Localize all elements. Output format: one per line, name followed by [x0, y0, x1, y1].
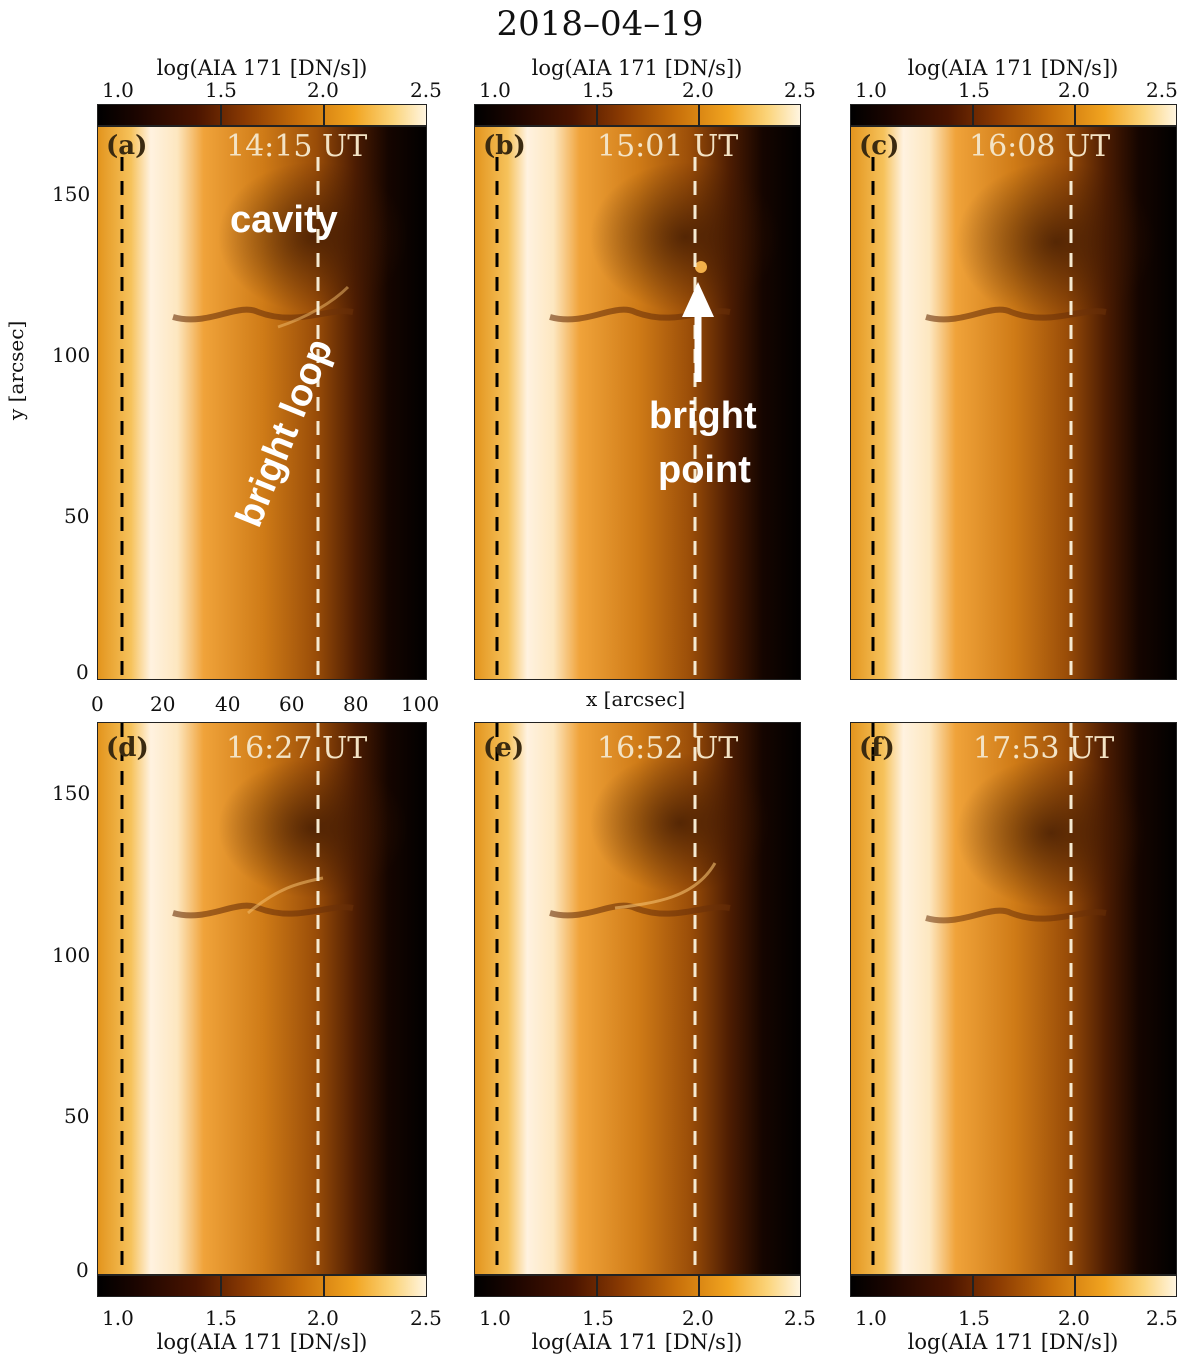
ytick-bottom-50: 50 — [64, 1104, 90, 1128]
panel-time-a: 14:15 UT — [226, 129, 368, 164]
ytick-top-150: 150 — [52, 182, 91, 206]
xtick-20: 20 — [150, 692, 176, 716]
solar-image-f: (f) 17:53 UT — [850, 722, 1177, 1275]
aia-171-image-e — [475, 723, 800, 1274]
panel-label-e: (e) — [483, 733, 525, 763]
panel-label-a: (a) — [106, 131, 148, 161]
colorbar-f-tick-2: 1.5 — [958, 1306, 990, 1330]
panel-label-d: (d) — [106, 733, 149, 763]
aia-171-image-b — [475, 127, 800, 679]
xtick-40: 40 — [215, 692, 241, 716]
panel-time-b: 15:01 UT — [597, 129, 739, 164]
solar-image-c: (c) 16:08 UT — [850, 126, 1177, 680]
solar-image-d: (d) 16:27 UT — [97, 722, 427, 1275]
colorbar-c-tick-3: 2.0 — [1058, 78, 1090, 102]
aia-171-image-d — [98, 723, 426, 1274]
colorbar-a-tick-3: 2.0 — [307, 78, 339, 102]
colorbar-e-tick-3: 2.0 — [682, 1306, 714, 1330]
colorbar-d-tick-1: 1.0 — [102, 1306, 134, 1330]
panel-c: log(AIA 171 [DN/s]) 1.0 1.5 2.0 2.5 (c) … — [850, 56, 1178, 680]
ytick-bottom-150: 150 — [52, 781, 91, 805]
panel-time-e: 16:52 UT — [597, 731, 739, 766]
colorbar-e-title: log(AIA 171 [DN/s]) — [531, 1330, 743, 1354]
annotation-bright-point-line1: bright — [649, 395, 757, 437]
ytick-top-100: 100 — [52, 343, 91, 367]
colorbar-a-tick-2: 1.5 — [205, 78, 237, 102]
colorbar-e — [474, 1275, 801, 1297]
panel-e: (e) 16:52 UT 1.0 1.5 2.0 2.5 log(AIA 171… — [474, 722, 816, 1358]
colorbar-e-tick-4: 2.5 — [784, 1306, 816, 1330]
colorbar-a-tick-1: 1.0 — [102, 78, 134, 102]
panel-time-f: 17:53 UT — [973, 731, 1115, 766]
colorbar-f — [850, 1275, 1177, 1297]
solar-image-e: (e) 16:52 UT — [474, 722, 801, 1275]
xtick-100: 100 — [401, 692, 440, 716]
panel-time-d: 16:27 UT — [226, 731, 368, 766]
colorbar-b-tick-1: 1.0 — [479, 78, 511, 102]
colorbar-c-tick-1: 1.0 — [855, 78, 887, 102]
colorbar-c — [850, 104, 1177, 126]
colorbar-d-title: log(AIA 171 [DN/s]) — [156, 1330, 368, 1354]
colorbar-f-tick-1: 1.0 — [855, 1306, 887, 1330]
colorbar-d-tick-3: 2.0 — [307, 1306, 339, 1330]
xlabel: x [arcsec] — [586, 687, 686, 711]
panel-a: log(AIA 171 [DN/s]) 1.0 1.5 2.0 2.5 — [97, 56, 442, 680]
colorbar-b-tick-4: 2.5 — [784, 78, 816, 102]
aia-171-image-f — [851, 723, 1176, 1274]
colorbar-e-tick-2: 1.5 — [582, 1306, 614, 1330]
colorbar-b — [474, 104, 801, 126]
colorbar-a-tick-4: 2.5 — [410, 78, 442, 102]
aia-171-image-a — [98, 127, 426, 679]
colorbar-f-title: log(AIA 171 [DN/s]) — [907, 1330, 1119, 1354]
colorbar-d-tick-2: 1.5 — [205, 1306, 237, 1330]
panel-label-b: (b) — [483, 131, 526, 161]
figure-title: 2018–04–19 — [496, 4, 704, 44]
colorbar-d — [97, 1275, 427, 1297]
colorbar-c-tick-2: 1.5 — [958, 78, 990, 102]
panel-time-c: 16:08 UT — [969, 129, 1111, 164]
xtick-0: 0 — [91, 692, 104, 716]
aia-171-image-c — [851, 127, 1176, 679]
colorbar-d-tick-4: 2.5 — [410, 1306, 442, 1330]
xtick-80: 80 — [343, 692, 369, 716]
panel-d: (d) 16:27 UT 1.0 1.5 2.0 2.5 log(AIA 171… — [97, 722, 442, 1358]
ytick-top-0: 0 — [76, 660, 89, 684]
solar-image-b: (b) 15:01 UT bright point — [474, 126, 801, 680]
ytick-bottom-100: 100 — [52, 943, 91, 967]
ytick-top-50: 50 — [64, 504, 90, 528]
panel-b: log(AIA 171 [DN/s]) 1.0 1.5 2.0 2.5 (b) … — [474, 56, 816, 680]
solar-image-a: (a) 14:15 UT cavity bright loop — [97, 126, 427, 680]
colorbar-a-title: log(AIA 171 [DN/s]) — [156, 56, 368, 80]
colorbar-a — [97, 104, 427, 126]
annotation-cavity: cavity — [230, 199, 338, 241]
colorbar-b-tick-2: 1.5 — [582, 78, 614, 102]
colorbar-b-title: log(AIA 171 [DN/s]) — [531, 56, 743, 80]
colorbar-f-tick-4: 2.5 — [1146, 1306, 1178, 1330]
panel-f: (f) 17:53 UT 1.0 1.5 2.0 2.5 log(AIA 171… — [850, 722, 1178, 1358]
colorbar-c-title: log(AIA 171 [DN/s]) — [907, 56, 1119, 80]
ylabel-top: y [arcsec] — [4, 320, 28, 420]
colorbar-f-tick-3: 2.0 — [1058, 1306, 1090, 1330]
xtick-60: 60 — [279, 692, 305, 716]
panel-label-c: (c) — [859, 131, 900, 161]
annotation-bright-point-line2: point — [658, 449, 751, 491]
colorbar-b-tick-3: 2.0 — [682, 78, 714, 102]
colorbar-e-tick-1: 1.0 — [479, 1306, 511, 1330]
panel-label-f: (f) — [859, 733, 895, 763]
ytick-bottom-0: 0 — [76, 1258, 89, 1282]
colorbar-c-tick-4: 2.5 — [1146, 78, 1178, 102]
